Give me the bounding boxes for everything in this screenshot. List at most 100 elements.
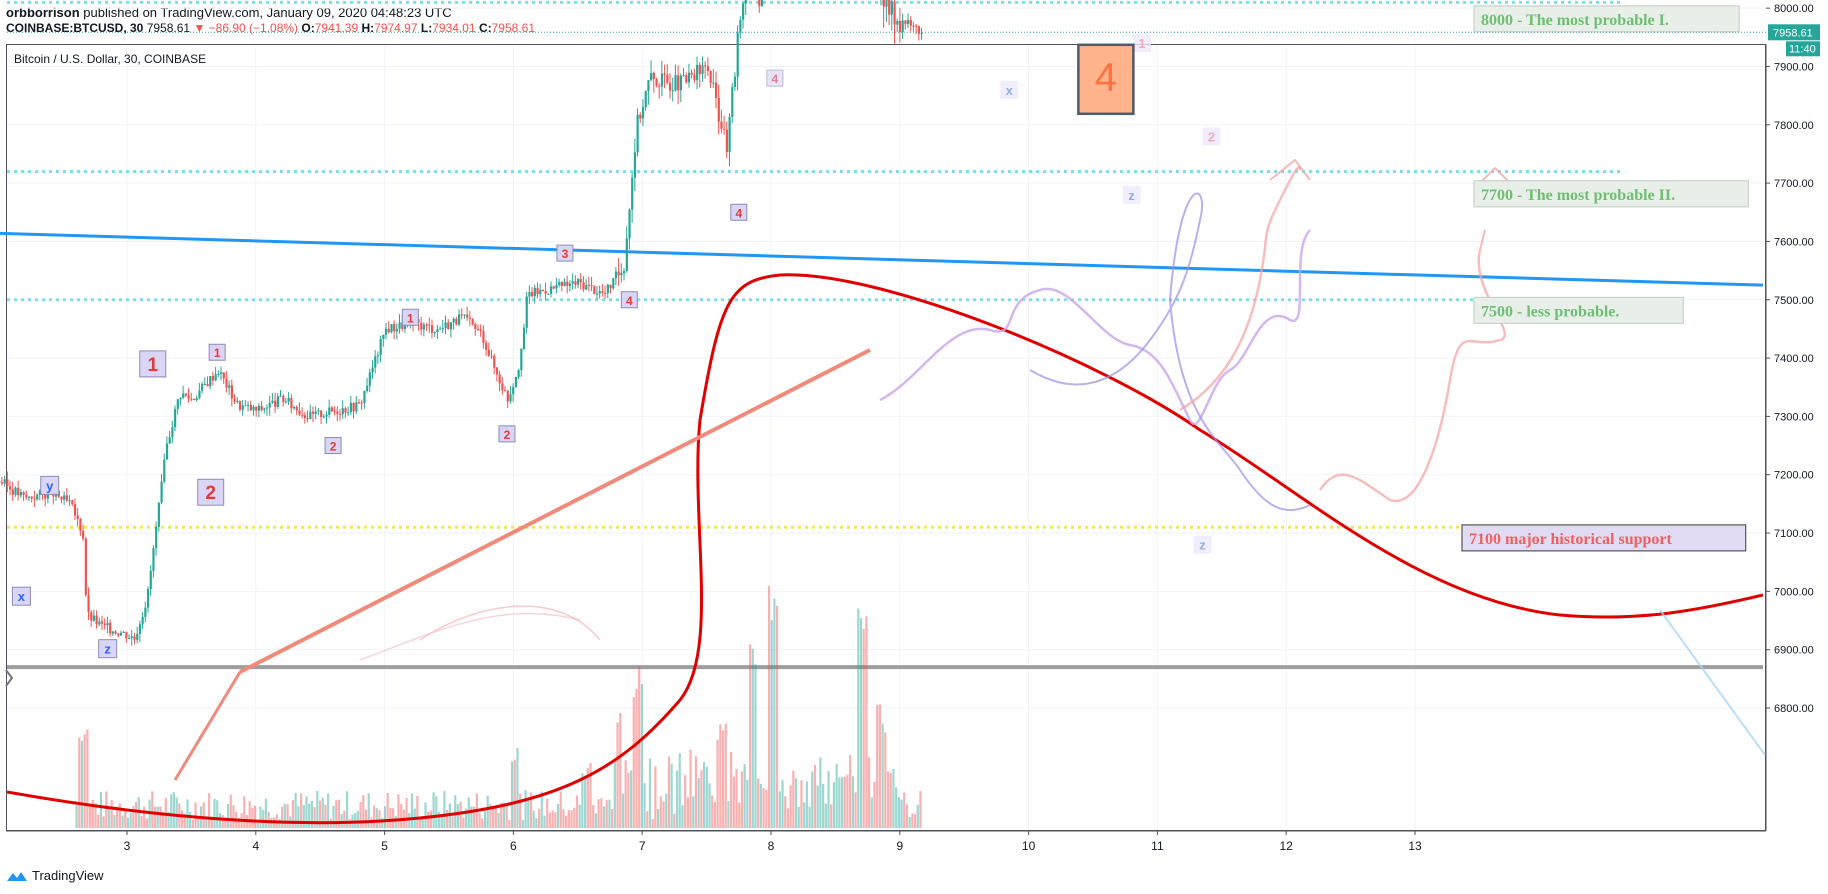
volume-bar [291, 800, 295, 828]
volume-bar [427, 811, 430, 828]
candle-body [571, 281, 574, 284]
candle-body [560, 282, 563, 287]
volume-bar [400, 803, 403, 828]
volume-bar [418, 817, 422, 828]
candle-body [230, 385, 234, 399]
volume-bar [497, 812, 500, 828]
wave-count-box [40, 475, 60, 495]
volume-bar [313, 806, 316, 828]
volume-bar [803, 802, 806, 828]
volume-bar [116, 806, 119, 828]
wave-label-box [401, 308, 419, 326]
high-value: 7974.97 [374, 21, 418, 35]
volume-bar [473, 806, 476, 828]
price-tick-label: 7000.00 [1774, 586, 1814, 598]
candle-body [33, 498, 36, 500]
candle-body [685, 75, 688, 83]
candle-body [374, 356, 377, 368]
candle-body [225, 378, 228, 388]
open-value: 7941.39 [314, 21, 359, 35]
volume-bar [153, 806, 157, 828]
chart-title: Bitcoin / U.S. Dollar, 30, COINBASE [14, 52, 207, 66]
candle-body [485, 342, 488, 350]
faint-wave-label: x [1006, 83, 1014, 98]
volume-bar [264, 798, 268, 828]
volume-bar [857, 608, 860, 828]
volume-bar [94, 803, 97, 828]
candle-body [403, 322, 407, 329]
candle-body [917, 26, 921, 34]
time-tick-label: 9 [896, 839, 903, 853]
candle-body [623, 270, 626, 274]
candle-body [44, 493, 47, 499]
tradingview-footer[interactable]: TradingView [6, 868, 104, 883]
author-name[interactable]: orbborrison [6, 5, 80, 20]
volume-bar [405, 798, 408, 828]
volume-bar [162, 812, 165, 828]
time-tick-label: 11 [1151, 839, 1164, 853]
volume-bar [232, 805, 235, 828]
candle-body [347, 412, 350, 414]
volume-bar [432, 792, 435, 828]
candle-body [674, 75, 677, 91]
volume-bar [835, 763, 838, 828]
volume-bar [389, 807, 392, 828]
volume-bar [505, 805, 508, 828]
candle-body [311, 411, 315, 414]
candle-body [709, 70, 712, 83]
candle-body [138, 624, 142, 634]
volume-bar [443, 791, 446, 828]
volume-bar [675, 770, 679, 828]
candle-body [192, 398, 196, 401]
candle-body [723, 128, 726, 130]
volume-bar [494, 805, 497, 828]
candle-body [114, 631, 117, 634]
candle-body [609, 284, 612, 289]
volume-bar [297, 806, 300, 828]
volume-bar [221, 814, 224, 828]
volume-bar [562, 809, 565, 828]
volume-bar [600, 798, 603, 828]
volume-bar [191, 819, 194, 828]
volume-bar [492, 806, 495, 828]
wave-label-box [766, 69, 784, 87]
volume-bar [822, 783, 825, 828]
annotation-text: 8000 - The most probable I. [1481, 12, 1669, 29]
candle-body [157, 502, 160, 527]
candle-body [209, 376, 212, 387]
volume-bar [408, 813, 411, 828]
candle-body [736, 32, 739, 77]
price-tick-label: 7500.00 [1774, 295, 1814, 307]
volume-bar [456, 804, 460, 828]
candle-body [901, 20, 904, 33]
volume-bar [813, 764, 817, 828]
candle-body [268, 402, 271, 408]
candle-body [176, 399, 179, 409]
volume-bar [308, 803, 311, 828]
candle-body [203, 383, 206, 385]
volume-bar [316, 790, 319, 828]
candle-body [182, 393, 185, 398]
candle-body [525, 296, 528, 328]
candle-body [17, 487, 20, 496]
candle-body [682, 75, 685, 77]
candle-body [474, 324, 477, 330]
pink-projection-path [1318, 249, 1506, 503]
candle-body [617, 271, 620, 276]
volume-bar [765, 789, 768, 828]
volume-bar [635, 688, 638, 828]
volume-bar [748, 644, 752, 828]
candle-body [704, 65, 707, 67]
volume-bar [892, 768, 895, 828]
candle-body [9, 486, 12, 490]
close-label: C: [478, 21, 492, 35]
symbol-label: COINBASE:BTCUSD, 30 [6, 21, 144, 35]
volume-bar [175, 797, 178, 828]
candle-body [641, 107, 645, 119]
candle-body [479, 329, 482, 332]
volume-bar [89, 805, 92, 828]
volume-bar [594, 813, 598, 828]
last-price: 7958.61 [146, 21, 191, 35]
candle-body [590, 285, 593, 287]
